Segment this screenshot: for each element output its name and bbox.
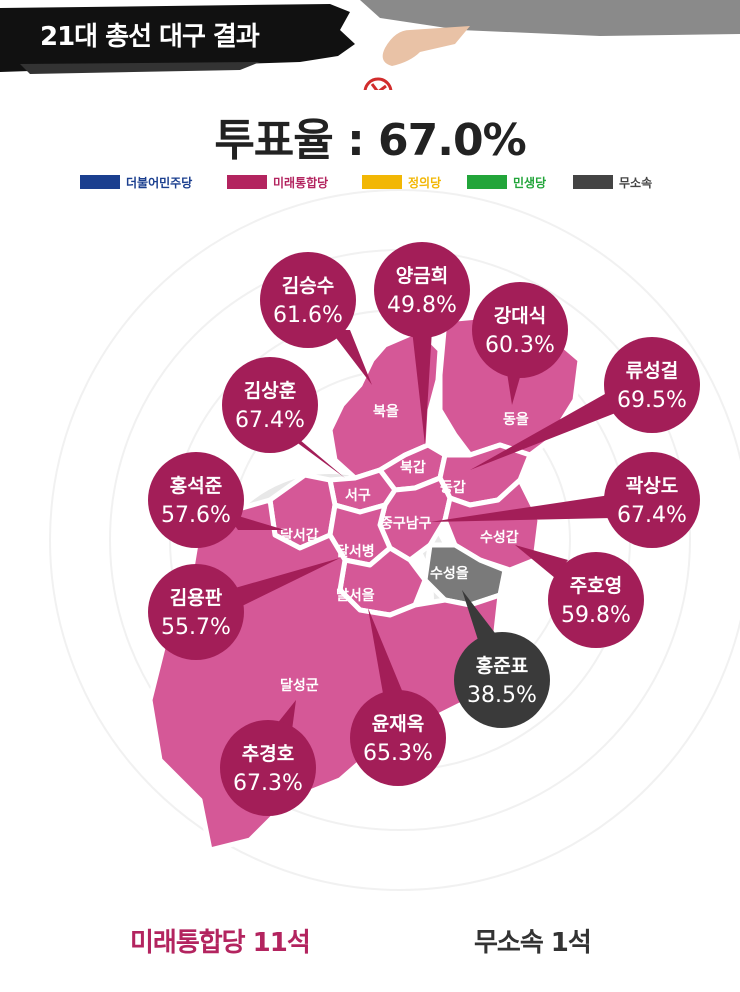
turnout-label: 투표율 [214, 115, 333, 166]
bubble-hong-junpyo: 홍준표 38.5% [454, 590, 550, 728]
candidate-pct: 38.5% [467, 683, 537, 708]
candidate-pct: 65.3% [363, 741, 433, 766]
legend-label: 미래통합당 [273, 175, 329, 190]
candidate-name: 김상훈 [244, 379, 296, 402]
seat-total-upf: 미래통합당 11석 [130, 928, 311, 958]
candidate-pct: 67.4% [617, 503, 687, 528]
bubble-hong-seokjun: 홍석준 57.6% [148, 452, 285, 548]
bubble-yang-geumhui: 양금희 49.8% [374, 242, 470, 445]
region-labels: 북을 동을 북갑 서구 동갑 달서갑 중구남구 수성갑 달서병 수성을 달서을 … [280, 404, 529, 694]
bubble-kim-sanghun: 김상훈 67.4% [222, 357, 345, 478]
hand-icon [382, 26, 470, 66]
district-label: 달서을 [336, 588, 375, 604]
seat-total-independent: 무소속 1석 [474, 928, 592, 958]
legend-item-minsaeng: 민생당 [467, 172, 546, 192]
candidate-pct: 67.4% [235, 408, 305, 433]
candidate-name: 곽상도 [626, 475, 678, 497]
candidate-pct: 67.3% [233, 771, 303, 796]
candidate-name: 양금희 [396, 265, 448, 287]
candidate-name: 추경호 [242, 743, 294, 765]
district-label: 수성갑 [480, 530, 519, 546]
candidate-pct: 59.8% [561, 603, 631, 628]
candidate-pct: 61.6% [273, 303, 343, 328]
candidate-name: 홍준표 [476, 654, 528, 677]
district-label: 동갑 [440, 480, 466, 496]
candidate-name: 김승수 [282, 275, 334, 297]
vote-stamp-icon [363, 77, 393, 90]
candidate-name: 김용판 [170, 587, 223, 609]
candidate-pct: 55.7% [161, 615, 231, 640]
turnout-colon: : [347, 115, 379, 166]
bubble-yoon-jaeok: 윤재옥 65.3% [350, 608, 446, 786]
candidate-bubbles: 김승수 61.6% 양금희 49.8% 강대식 60.3% 김상훈 67.4% [148, 242, 700, 816]
legend: 더불어민주당 미래통합당 정의당 민생당 무소속 [0, 172, 740, 192]
district-label: 북갑 [400, 460, 426, 476]
district-label: 동을 [503, 412, 529, 428]
district-label: 북을 [373, 404, 399, 420]
legend-item-independent: 무소속 [573, 172, 652, 192]
candidate-pct: 69.5% [617, 388, 687, 413]
candidate-pct: 60.3% [485, 333, 555, 358]
bubble-ju-hoyoung: 주호영 59.8% [515, 545, 644, 648]
district-label: 달서병 [336, 543, 375, 560]
district-label: 서구 [345, 488, 371, 504]
legend-item-dem: 더불어민주당 [80, 172, 192, 192]
turnout-value: 67.0% [378, 115, 527, 166]
bubble-kwak-sangdo: 곽상도 67.4% [430, 452, 700, 548]
page-title: 21대 총선 대구 결과 [40, 22, 260, 52]
bubble-ryu-seonggeol: 류성걸 69.5% [470, 337, 700, 470]
brush-stroke [0, 0, 740, 90]
district-label: 달성군 [280, 678, 319, 694]
candidate-name: 윤재옥 [372, 713, 424, 735]
legend-label: 더불어민주당 [126, 175, 193, 190]
turnout: 투표율 : 67.0% [0, 104, 740, 168]
legend-swatch [227, 175, 267, 189]
legend-swatch [362, 175, 402, 189]
bubble-kim-seungsu: 김승수 61.6% [260, 252, 372, 385]
legend-item-justice: 정의당 [362, 172, 441, 192]
legend-item-upf: 미래통합당 [227, 172, 328, 192]
legend-swatch [573, 175, 613, 189]
legend-label: 무소속 [619, 175, 653, 190]
district-label: 중구남구 [380, 515, 432, 532]
candidate-name: 주호영 [570, 575, 622, 597]
candidate-pct: 49.8% [387, 293, 457, 318]
candidate-name: 홍석준 [170, 474, 222, 497]
district-label: 달서갑 [280, 528, 319, 544]
candidate-name: 류성걸 [626, 360, 678, 382]
district-label: 수성을 [430, 566, 469, 582]
bubble-kang-daesik: 강대식 60.3% [472, 282, 568, 405]
candidate-pct: 57.6% [161, 503, 231, 528]
legend-swatch [467, 175, 507, 189]
legend-label: 민생당 [513, 175, 547, 190]
header-banner: 21대 총선 대구 결과 [0, 0, 740, 90]
legend-swatch [80, 175, 120, 189]
legend-label: 정의당 [408, 175, 442, 190]
bubble-chu-kyungho: 추경호 67.3% [220, 700, 316, 816]
candidate-name: 강대식 [494, 305, 546, 327]
bubble-kim-yongpan: 김용판 55.7% [148, 558, 340, 660]
